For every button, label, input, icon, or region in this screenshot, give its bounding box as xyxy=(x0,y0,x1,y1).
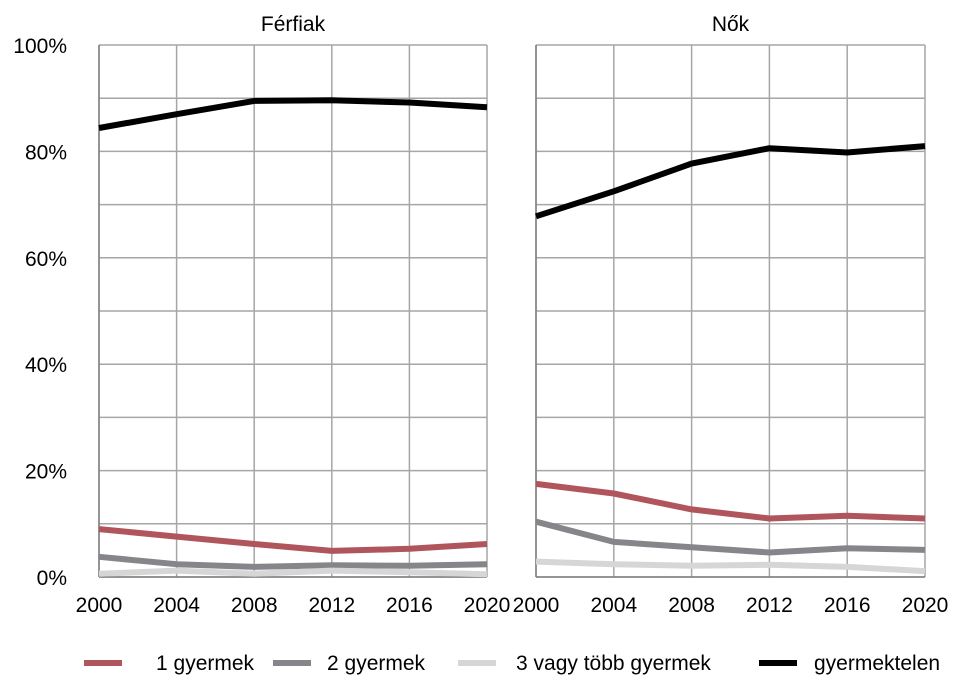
x-tick-label: 2012 xyxy=(746,594,793,617)
x-tick-label: 2008 xyxy=(668,594,715,617)
legend-label-1-gyermek: 1 gyermek xyxy=(156,652,255,675)
y-tick-label: 100% xyxy=(13,35,67,58)
legend-label-3-vagy-tobb-gyermek: 3 vagy több gyermek xyxy=(516,652,711,675)
y-tick-label: 40% xyxy=(25,354,67,377)
legend-label-gyermektelen: gyermektelen xyxy=(814,652,940,675)
series-line-nok-3-vagy-tobb-gyermek xyxy=(536,562,925,572)
x-tick-label: 2016 xyxy=(824,594,871,617)
x-tick-label: 2008 xyxy=(231,594,278,617)
series-line-ferfiak-3-vagy-tobb-gyermek xyxy=(99,571,487,575)
x-tick-label: 2000 xyxy=(76,594,123,617)
series-line-nok-1-gyermek xyxy=(536,484,925,519)
series-line-ferfiak-1-gyermek xyxy=(99,529,487,551)
series-line-nok-2-gyermek xyxy=(536,522,925,553)
x-tick-label: 2000 xyxy=(513,594,560,617)
x-tick-label: 2020 xyxy=(464,594,511,617)
y-tick-label: 0% xyxy=(37,567,67,590)
panel-title-nok: Nők xyxy=(712,13,750,36)
series-line-ferfiak-2-gyermek xyxy=(99,557,487,567)
y-tick-label: 80% xyxy=(25,141,67,164)
y-tick-label: 60% xyxy=(25,248,67,271)
x-tick-label: 2020 xyxy=(902,594,949,617)
panel-title-ferfiak: Férfiak xyxy=(261,13,326,36)
legend-label-2-gyermek: 2 gyermek xyxy=(327,652,426,675)
y-tick-label: 20% xyxy=(25,461,67,484)
series-line-ferfiak-gyermektelen xyxy=(99,100,487,128)
series-line-nok-gyermektelen xyxy=(536,146,925,216)
x-tick-label: 2012 xyxy=(308,594,355,617)
x-tick-label: 2004 xyxy=(153,594,200,617)
x-tick-label: 2004 xyxy=(590,594,637,617)
x-tick-label: 2016 xyxy=(386,594,433,617)
